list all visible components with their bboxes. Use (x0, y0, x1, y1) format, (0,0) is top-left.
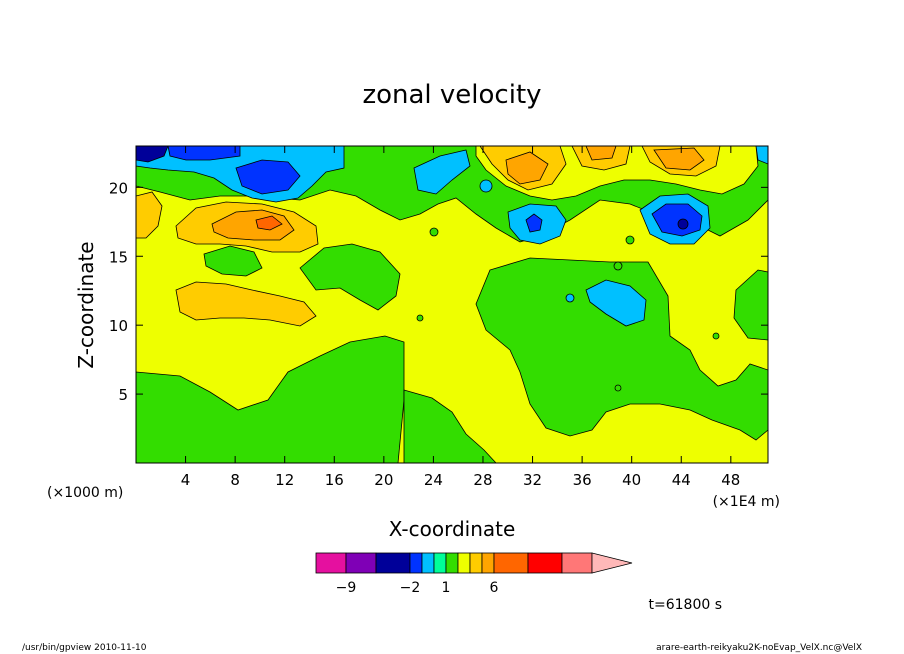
contour-green-dot-1 (429, 227, 439, 237)
contour-orange-top-right-2 (505, 151, 549, 185)
y-tick-label: 10 (109, 317, 128, 335)
x-tick-label: 4 (181, 471, 191, 489)
contour-green-right-edge (733, 269, 768, 341)
contour-darkblue-top-left (136, 146, 169, 163)
colorbar-cell (345, 552, 377, 574)
colorbar-cell (527, 552, 563, 574)
contour-green-center (403, 389, 497, 463)
contour-blue-far-right (651, 203, 703, 237)
contour-orange-upper-left-core (255, 215, 283, 231)
colorbar-cell (375, 552, 411, 574)
x-tick-label: 28 (473, 471, 492, 489)
colorbar-cell (561, 552, 593, 574)
chart-title: zonal velocity (362, 80, 541, 110)
colorbar-cell (315, 552, 347, 574)
contour-orange-left-edge (136, 191, 163, 239)
contour-green-lower-left (136, 335, 405, 463)
y-tick-label: 20 (109, 179, 128, 197)
contour-cyan-dot-1 (479, 179, 493, 193)
colorbar-cell (421, 552, 435, 574)
x-tick-label: 20 (374, 471, 393, 489)
colorbar-tick-label: −9 (336, 580, 357, 596)
time-label: t=61800 s (649, 597, 723, 613)
x-axis: 4 8 12 16 20 24 28 32 36 40 44 48 (181, 146, 740, 489)
colorbar-cell (481, 552, 495, 574)
x-tick-label: 40 (622, 471, 641, 489)
contour-green-dot-2 (625, 235, 635, 245)
colorbar-cell (445, 552, 459, 574)
contour-cyan-dot-2 (565, 293, 575, 303)
contour-green-dot-4 (416, 314, 424, 322)
y-axis-label: Z-coordinate (74, 241, 98, 368)
plot-frame (135, 145, 769, 464)
colorbar-cell (457, 552, 471, 574)
contour-cyan-mid-right (585, 279, 647, 327)
x-tick-label: 32 (523, 471, 542, 489)
contour-darkblue-far-right (677, 218, 689, 230)
x-tick-label: 44 (672, 471, 691, 489)
contour-green-dot-3 (613, 261, 623, 271)
x-unit-right: (×1E4 m) (713, 494, 780, 510)
footer-right: arare-earth-reikyaku2K-noEvap_VelX.nc@Ve… (656, 643, 862, 653)
x-tick-label: 12 (275, 471, 294, 489)
contour-orange-mid-left (175, 281, 317, 327)
colorbar-tick-label: 1 (442, 580, 451, 596)
x-tick-label: 48 (721, 471, 740, 489)
x-tick-label: 8 (230, 471, 240, 489)
x-axis-label: X-coordinate (389, 517, 516, 541)
x-unit-left: (×1000 m) (47, 485, 123, 501)
colorbar-cell (433, 552, 447, 574)
contour-green-dot-5 (712, 332, 720, 340)
y-tick-label: 5 (118, 386, 128, 404)
contour-field (136, 146, 768, 463)
contour-blue-top-left (235, 159, 301, 195)
y-tick-label: 15 (109, 248, 128, 266)
y-axis: 5 10 15 20 (109, 179, 768, 404)
colorbar-cell (409, 552, 423, 574)
contour-blue-spot (525, 213, 543, 233)
colorbar-cell (469, 552, 483, 574)
contour-green-mid (299, 243, 401, 311)
footer-left: /usr/bin/gpview 2010-11-10 (22, 643, 147, 653)
contour-cyan-mid-top (413, 149, 471, 195)
colorbar-cell (493, 552, 529, 574)
colorbar: −9 −2 1 6 (315, 552, 633, 596)
contour-green-right (475, 257, 768, 441)
contour-green-left-blob (203, 245, 263, 277)
contour-orange-top-right-4 (585, 146, 617, 161)
x-tick-label: 16 (325, 471, 344, 489)
colorbar-extension (591, 552, 633, 574)
contour-green-dot-6 (614, 384, 622, 392)
x-tick-label: 36 (573, 471, 592, 489)
colorbar-tick-label: 6 (490, 580, 499, 596)
x-tick-label: 24 (424, 471, 443, 489)
colorbar-tick-label: −2 (400, 580, 421, 596)
contour-orange-top-right-6 (653, 147, 705, 171)
